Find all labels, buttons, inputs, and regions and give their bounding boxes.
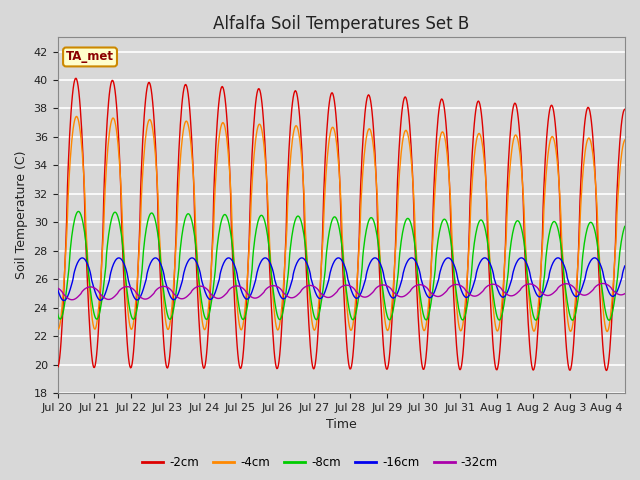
Y-axis label: Soil Temperature (C): Soil Temperature (C) <box>15 151 28 279</box>
Title: Alfalfa Soil Temperatures Set B: Alfalfa Soil Temperatures Set B <box>213 15 469 33</box>
Text: TA_met: TA_met <box>66 50 114 63</box>
Legend: -2cm, -4cm, -8cm, -16cm, -32cm: -2cm, -4cm, -8cm, -16cm, -32cm <box>138 452 502 474</box>
X-axis label: Time: Time <box>326 419 356 432</box>
